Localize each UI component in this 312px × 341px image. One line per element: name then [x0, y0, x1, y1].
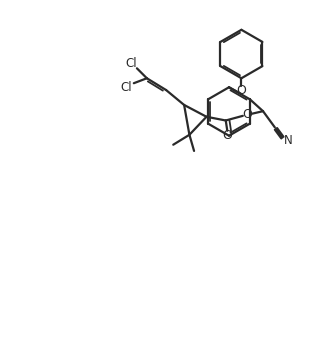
Text: O: O — [222, 129, 232, 142]
Text: N: N — [284, 134, 293, 147]
Text: O: O — [236, 84, 246, 97]
Text: Cl: Cl — [120, 81, 132, 94]
Text: O: O — [242, 108, 252, 121]
Text: Cl: Cl — [125, 58, 137, 71]
